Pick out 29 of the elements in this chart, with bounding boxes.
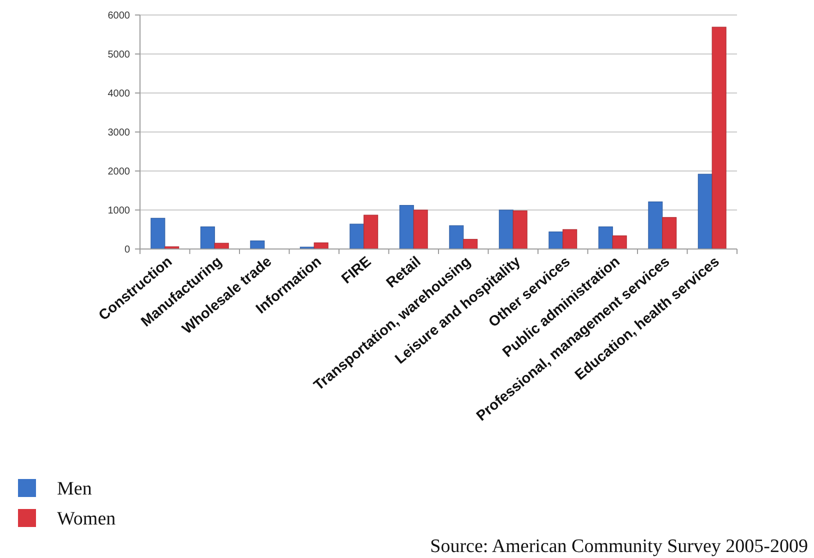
y-tick-label: 4000 xyxy=(108,88,130,100)
bar xyxy=(463,238,478,250)
bar xyxy=(612,235,627,250)
bar xyxy=(598,226,613,250)
bar xyxy=(150,218,166,250)
y-tick-label: 1000 xyxy=(108,206,130,216)
bar xyxy=(698,174,712,250)
bar xyxy=(413,210,428,250)
bar xyxy=(662,217,677,250)
bar xyxy=(712,26,726,250)
y-tick-label: 2000 xyxy=(108,166,130,178)
bar xyxy=(512,210,528,250)
bar xyxy=(548,232,564,250)
bar xyxy=(498,210,514,250)
y-tick-label: 0 xyxy=(124,244,130,256)
bar xyxy=(648,202,663,250)
bar xyxy=(350,224,364,250)
bar xyxy=(364,214,378,250)
bar xyxy=(562,229,578,250)
y-tick-label: 6000 xyxy=(108,10,130,22)
bar xyxy=(200,226,215,250)
legend-label: Women xyxy=(57,508,116,530)
bar xyxy=(250,240,265,250)
bar xyxy=(449,225,464,250)
source-note: Source: American Community Survey 2005-2009 xyxy=(430,536,808,557)
y-tick-label: 5000 xyxy=(108,50,130,60)
y-tick-label: 3000 xyxy=(108,128,130,138)
legend-label: Men xyxy=(57,478,92,500)
bar xyxy=(399,205,414,250)
